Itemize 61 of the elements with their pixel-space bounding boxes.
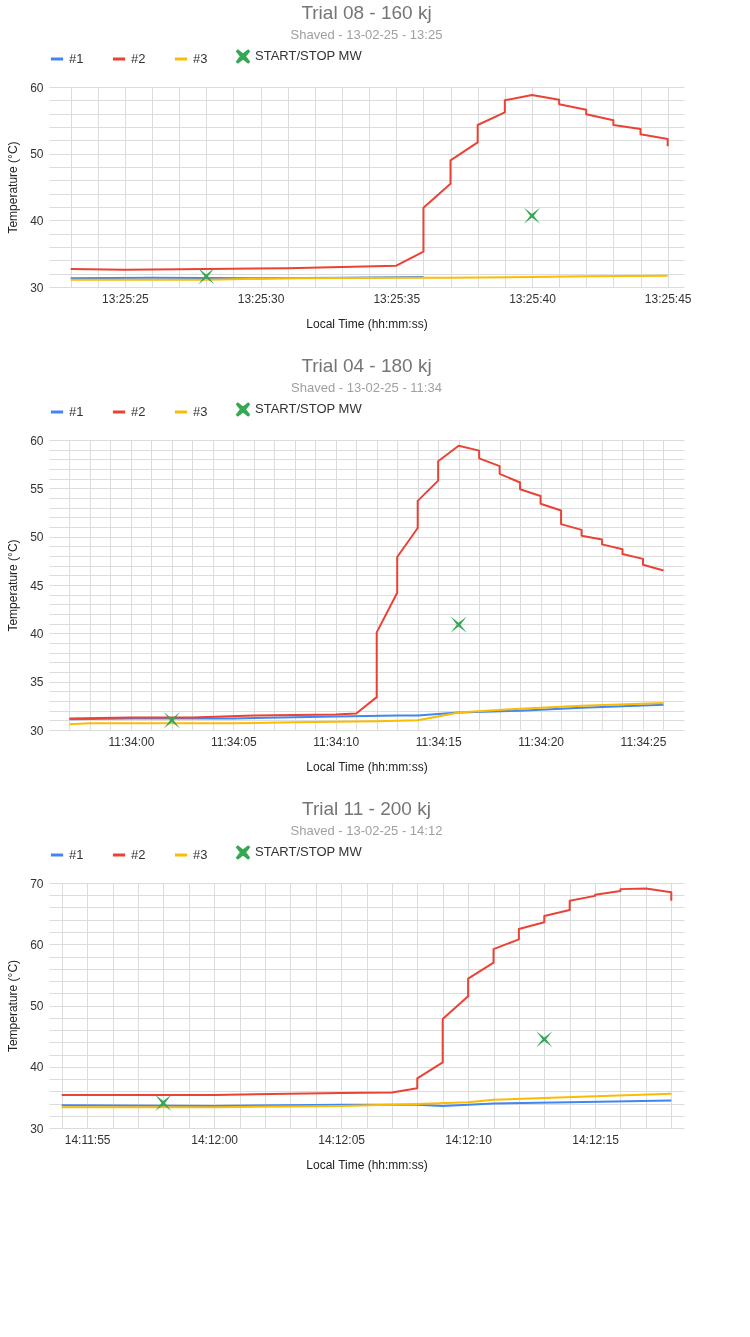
legend-label: #1 <box>69 51 84 66</box>
x-tick-label: 13:25:45 <box>644 291 692 306</box>
chart-subtitle: Shaved - 13-02-25 - 13:25 <box>290 27 443 42</box>
y-axis-title: Temperature (°C) <box>6 539 21 632</box>
x-axis-title: Local Time (hh:mm:ss) <box>306 759 428 774</box>
y-tick-label: 60 <box>30 80 44 95</box>
y-tick-label: 50 <box>30 999 44 1013</box>
legend-label: START/STOP MW <box>255 48 363 64</box>
y-tick-label: 60 <box>30 433 44 448</box>
x-tick-label: 14:12:05 <box>318 1132 366 1147</box>
x-tick-label: 13:25:30 <box>237 291 285 306</box>
x-tick-label: 14:11:55 <box>64 1132 111 1147</box>
y-axis-title: Temperature (°C) <box>6 141 21 234</box>
line-series <box>60 1092 673 1109</box>
legend-label: #3 <box>193 51 208 66</box>
x-tick-label: 11:34:20 <box>518 734 565 749</box>
chart-title: Trial 04 - 180 kj <box>301 355 432 376</box>
y-tick-label: 70 <box>30 876 44 891</box>
legend-label: #3 <box>193 404 208 419</box>
x-tick-label: 11:34:00 <box>108 734 155 749</box>
x-tick-label: 11:34:25 <box>620 734 667 749</box>
x-tick-label: 13:25:35 <box>373 291 421 306</box>
y-tick-label: 45 <box>30 578 44 593</box>
x-tick-label: 13:25:25 <box>102 291 150 306</box>
legend-label: #1 <box>69 404 84 419</box>
y-tick-label: 40 <box>30 626 44 641</box>
chart-subtitle: Shaved - 13-02-25 - 11:34 <box>291 380 442 395</box>
x-tick-label: 11:34:10 <box>313 734 360 749</box>
y-tick-label: 30 <box>30 723 44 738</box>
x-tick-label: 11:34:05 <box>210 734 258 749</box>
legend-label: START/STOP MW <box>255 401 363 417</box>
y-tick-label: 30 <box>30 1121 44 1136</box>
line-series <box>60 887 673 1096</box>
legend-label: #1 <box>69 847 84 862</box>
legend-label: #3 <box>193 847 208 862</box>
line-series <box>68 701 665 726</box>
legend-label: #2 <box>131 404 146 419</box>
x-tick-label: 14:12:10 <box>445 1132 493 1147</box>
x-axis-title: Local Time (hh:mm:ss) <box>306 1157 428 1172</box>
line-series <box>68 444 665 720</box>
line-series <box>68 703 665 721</box>
y-axis-title: Temperature (°C) <box>6 959 21 1053</box>
x-tick-label: 13:25:40 <box>509 291 557 306</box>
x-tick-label: 11:34:15 <box>415 734 462 749</box>
x-tick-label: 14:12:15 <box>572 1132 620 1147</box>
legend-label: #2 <box>131 51 146 66</box>
y-tick-label: 50 <box>30 147 44 162</box>
y-tick-label: 60 <box>30 937 44 952</box>
y-tick-label: 30 <box>30 280 44 295</box>
chart-title: Trial 08 - 160 kj <box>301 2 432 23</box>
y-tick-label: 50 <box>30 530 44 545</box>
legend-label: START/STOP MW <box>255 844 363 860</box>
y-tick-label: 35 <box>30 675 44 690</box>
y-tick-label: 55 <box>30 481 44 496</box>
chart-subtitle: Shaved - 13-02-25 - 14:12 <box>290 823 443 838</box>
legend-label: #2 <box>131 847 146 862</box>
x-tick-label: 14:12:00 <box>191 1132 239 1147</box>
y-tick-label: 40 <box>30 1060 44 1075</box>
y-tick-label: 40 <box>30 213 44 228</box>
x-axis-title: Local Time (hh:mm:ss) <box>306 316 428 331</box>
chart-title: Trial 11 - 200 kj <box>302 798 431 819</box>
